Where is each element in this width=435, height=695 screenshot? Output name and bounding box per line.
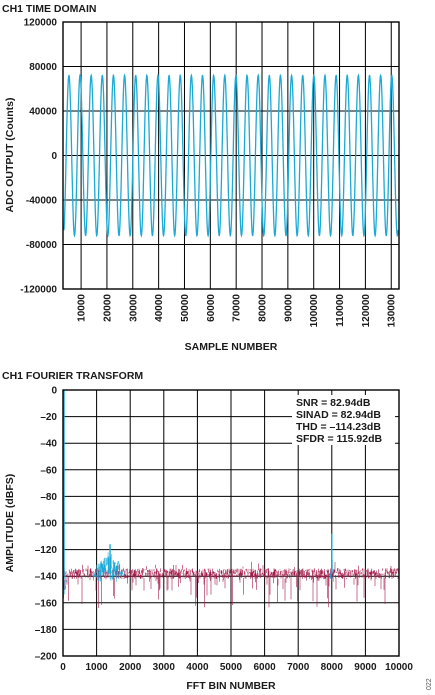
fft-y-tick-label: –200 — [35, 652, 58, 663]
fft-annotation-box — [292, 395, 395, 445]
fft-x-tick-label: 10000 — [385, 662, 413, 673]
time-domain-x-tick-label: 50000 — [180, 294, 191, 322]
time-domain-y-tick-label: -40000 — [26, 196, 58, 207]
time-domain-x-tick-label: 20000 — [102, 294, 113, 322]
fft-y-axis-label: AMPLITUDE (dBFS) — [4, 474, 16, 573]
time-domain-x-tick-labels: 10000 20000 30000 40000 50000 60000 70000 80000… — [77, 294, 398, 328]
fft-x-tick-labels: 0 1000 2000 3000 4000 5000 6000 7000 8000 9000 100… — [60, 662, 413, 673]
thd-annotation: THD = –114.23dB — [296, 421, 381, 433]
time-domain-x-tick-label: 30000 — [128, 294, 139, 322]
fft-y-tick-label: –60 — [40, 465, 57, 476]
time-domain-x-tick-label: 40000 — [154, 294, 165, 322]
fft-x-tick-label: 2000 — [119, 662, 142, 673]
fft-x-tick-label: 4000 — [186, 662, 209, 673]
fft-x-tick-label: 5000 — [220, 662, 243, 673]
fft-y-tick-label: –40 — [40, 439, 57, 450]
fft-y-tick-label: –180 — [35, 625, 58, 636]
fft-y-tick-label: –20 — [40, 412, 57, 423]
figure-id: 022 — [426, 678, 433, 690]
time-domain-x-tick-label: 100000 — [309, 294, 320, 328]
fft-x-tick-label: 7000 — [287, 662, 310, 673]
time-domain-title: CH1 TIME DOMAIN — [2, 3, 97, 15]
fft-x-tick-label: 6000 — [253, 662, 276, 673]
fft-x-tick-label: 8000 — [321, 662, 344, 673]
time-domain-grid — [63, 21, 399, 290]
time-domain-x-axis-label: SAMPLE NUMBER — [185, 341, 278, 353]
fft-y-tick-label: –160 — [35, 598, 58, 609]
time-domain-y-tick-label: 40000 — [29, 107, 57, 118]
fft-x-tick-label: 1000 — [85, 662, 108, 673]
fft-title: CH1 FOURIER TRANSFORM — [2, 370, 143, 382]
fft-y-tick-label: –100 — [35, 519, 58, 530]
time-domain-x-tick-label: 10000 — [77, 294, 88, 322]
time-domain-plot-frame — [62, 21, 400, 290]
fft-spectrum-band — [92, 552, 126, 583]
fft-x-axis-label: FFT BIN NUMBER — [186, 680, 276, 692]
time-domain-y-tick-label: 0 — [51, 151, 57, 162]
time-domain-y-tick-label: -80000 — [26, 240, 58, 251]
fft-x-tick-label: 0 — [60, 662, 66, 673]
fft-y-tick-labels: 0 –20 –40 –60 –80 –100 –120 –140 –160 –180 –200 — [35, 386, 58, 663]
time-domain-y-tick-label: 120000 — [24, 18, 58, 29]
fft-y-tick-label: –120 — [35, 545, 58, 556]
time-domain-x-tick-label: 60000 — [206, 294, 217, 322]
time-domain-x-tick-label: 130000 — [387, 294, 398, 328]
time-domain-y-tick-label: -120000 — [20, 285, 57, 296]
time-domain-y-axis-label: ADC OUTPUT (Counts) — [4, 98, 16, 213]
time-domain-y-tick-labels: 120000 80000 40000 0 -40000 -80000 -120000 — [20, 18, 57, 296]
fft-x-tick-label: 3000 — [153, 662, 176, 673]
time-domain-y-tick-label: 80000 — [29, 62, 57, 73]
fft-y-tick-label: –140 — [35, 572, 58, 583]
sfdr-annotation: SFDR = 115.92dB — [296, 433, 382, 445]
time-domain-x-tick-label: 70000 — [232, 294, 243, 322]
time-domain-x-tick-label: 120000 — [361, 294, 372, 328]
time-domain-x-tick-label: 90000 — [283, 294, 294, 322]
fft-x-tick-label: 9000 — [354, 662, 377, 673]
sinad-annotation: SINAD = 82.94dB — [296, 409, 381, 421]
fft-y-tick-label: 0 — [51, 386, 57, 397]
snr-annotation: SNR = 82.94dB — [296, 397, 371, 409]
fft-plot-frame — [62, 389, 400, 657]
time-domain-sine-series — [63, 73, 399, 238]
time-domain-x-tick-label: 80000 — [258, 294, 269, 322]
fft-y-tick-label: –80 — [40, 492, 57, 503]
time-domain-x-tick-label: 110000 — [335, 294, 346, 327]
